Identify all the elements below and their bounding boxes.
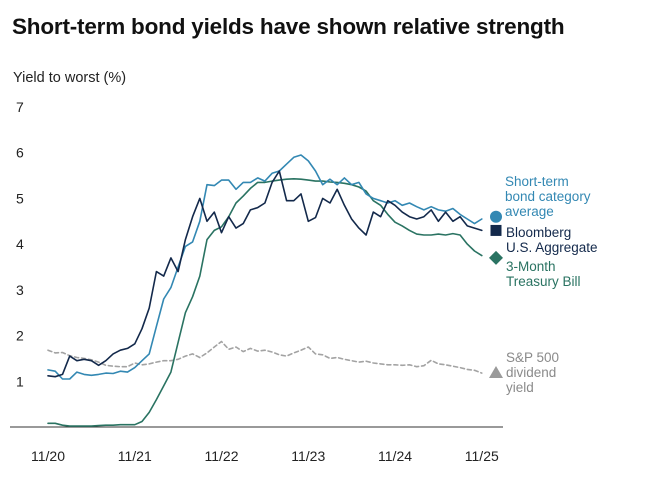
series-label-0-line-0: S&P 500 (506, 350, 559, 365)
x-tick-label-3: 11/23 (291, 448, 325, 464)
series-line-3 (47, 170, 483, 378)
x-tick-label-1: 11/21 (118, 448, 152, 464)
chart-title: Short-term bond yields have shown relati… (12, 14, 565, 39)
series-label-2-line-1: bond category (505, 189, 591, 204)
y-tick-label-2: 2 (16, 328, 24, 344)
series-label-1-line-0: 3-Month (506, 259, 556, 274)
x-tick-label-4: 11/24 (378, 448, 412, 464)
series-marker-1 (489, 250, 503, 265)
y-tick-label-1: 1 (16, 373, 24, 389)
series-label-2-line-0: Short-term (505, 174, 569, 189)
series-label-3-line-1: U.S. Aggregate (506, 240, 598, 255)
series-line-2 (47, 154, 483, 380)
y-axis-label: Yield to worst (%) (13, 70, 127, 86)
series-label-2-line-2: average (505, 204, 554, 219)
series-label-0-line-2: yield (506, 380, 534, 395)
series-label-1-line-1: Treasury Bill (506, 274, 581, 289)
y-tick-label-6: 6 (16, 145, 24, 161)
y-tick-label-4: 4 (16, 236, 24, 252)
series-label-3-line-0: Bloomberg (506, 225, 571, 240)
series-marker-0 (489, 366, 503, 379)
series-label-0-line-1: dividend (506, 365, 556, 380)
y-tick-label-7: 7 (16, 99, 24, 115)
x-tick-label-2: 11/22 (205, 448, 239, 464)
x-tick-label-5: 11/25 (465, 448, 499, 464)
series-marker-2 (490, 210, 502, 223)
y-tick-label-3: 3 (16, 282, 24, 298)
series-line-1 (47, 178, 483, 427)
series-line-0 (47, 340, 483, 374)
x-tick-label-0: 11/20 (31, 448, 65, 464)
y-tick-label-5: 5 (16, 190, 24, 206)
series-marker-3 (490, 224, 502, 236)
